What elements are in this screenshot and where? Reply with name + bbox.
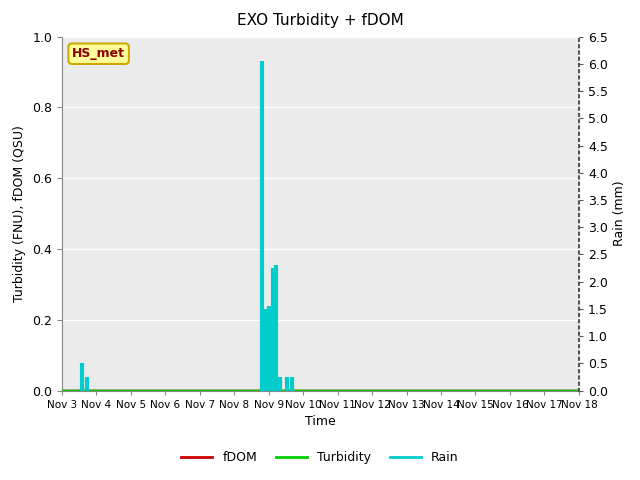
Y-axis label: Rain (mm): Rain (mm) (614, 181, 627, 246)
Text: HS_met: HS_met (72, 47, 125, 60)
Legend: fDOM, Turbidity, Rain: fDOM, Turbidity, Rain (176, 446, 464, 469)
Title: EXO Turbidity + fDOM: EXO Turbidity + fDOM (237, 13, 404, 28)
Y-axis label: Turbidity (FNU), fDOM (QSU): Turbidity (FNU), fDOM (QSU) (13, 125, 26, 302)
X-axis label: Time: Time (305, 415, 336, 428)
